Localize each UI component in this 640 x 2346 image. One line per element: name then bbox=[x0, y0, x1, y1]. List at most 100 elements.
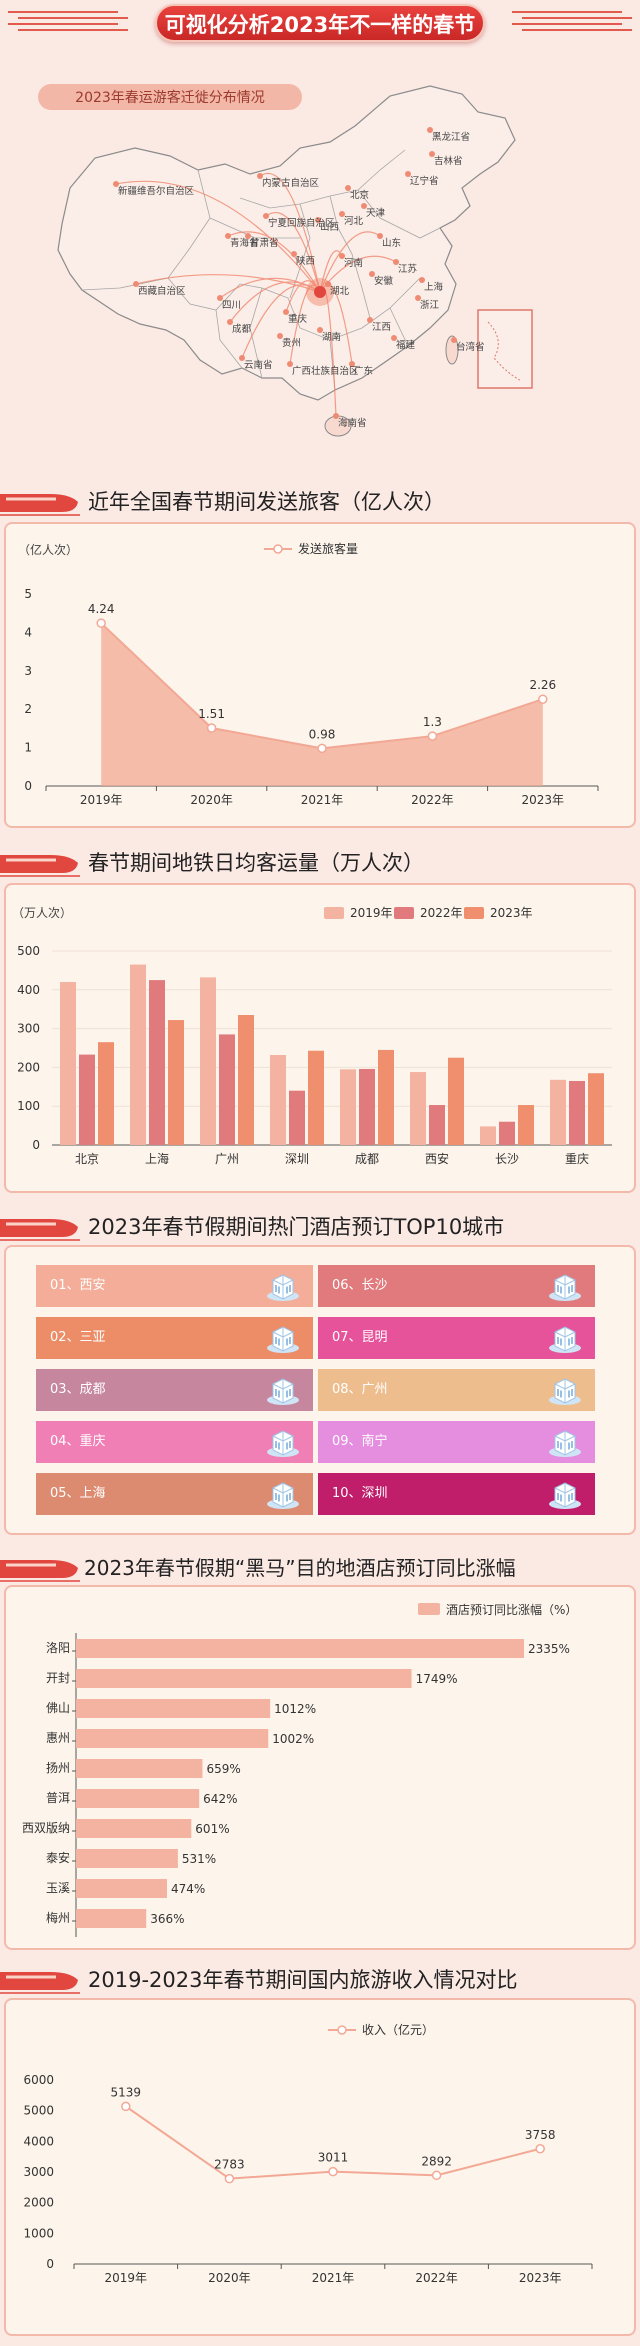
legend-swatch bbox=[418, 1603, 440, 1615]
legend-label: 2019年 bbox=[350, 906, 393, 920]
province-label: 上海 bbox=[424, 281, 444, 293]
x-tick-label: 2023年 bbox=[522, 793, 565, 807]
migration-node bbox=[405, 171, 411, 177]
x-tick-label: 2022年 bbox=[411, 793, 454, 807]
province-label: 辽宁省 bbox=[410, 175, 439, 187]
migration-node bbox=[227, 319, 233, 325]
migration-node bbox=[291, 251, 297, 257]
migration-node bbox=[239, 355, 245, 361]
province-label: 陕西 bbox=[296, 255, 315, 267]
migration-node bbox=[263, 213, 269, 219]
y-tick-label: 佛山 bbox=[46, 1701, 70, 1715]
bar bbox=[98, 1042, 114, 1145]
province-label: 宁夏回族自治区 bbox=[268, 217, 335, 229]
province-label: 浙江 bbox=[420, 299, 440, 311]
metro-chart-card: （万人次） 2019年 2022年 2023年 0 100 200 300 400 500 北京 上海… bbox=[4, 883, 636, 1193]
hotel-rank-label: 09、南宁 bbox=[332, 1434, 388, 1449]
migration-node bbox=[427, 127, 433, 133]
revenue-chart-card: 收入（亿元） 0 1000 2000 3000 4000 5000 6000 2019年 2020… bbox=[4, 1998, 636, 2336]
bar bbox=[289, 1090, 305, 1145]
migration-node bbox=[257, 173, 263, 179]
legend-swatch bbox=[464, 907, 484, 919]
bar bbox=[238, 1015, 254, 1145]
province-label: 广东 bbox=[354, 365, 373, 377]
province-label: 山东 bbox=[382, 237, 401, 249]
section-title-text: 2019-2023年春节期间国内旅游收入情况对比 bbox=[88, 1968, 518, 1992]
y-tick-label: 西双版纳 bbox=[22, 1821, 70, 1835]
migration-node bbox=[333, 413, 339, 419]
y-tick-label: 玉溪 bbox=[46, 1881, 70, 1895]
bar bbox=[569, 1080, 585, 1145]
migration-node bbox=[345, 185, 351, 191]
migration-node bbox=[377, 233, 383, 239]
bar bbox=[499, 1121, 515, 1145]
y-tick-label: 2 bbox=[24, 702, 32, 716]
data-label: 0.98 bbox=[309, 727, 336, 741]
data-point bbox=[328, 2166, 338, 2177]
y-tick-label: 扬州 bbox=[46, 1760, 70, 1775]
province-label: 云南省 bbox=[244, 359, 273, 371]
migration-node bbox=[317, 327, 323, 333]
bar bbox=[410, 1072, 426, 1145]
bar bbox=[588, 1073, 604, 1145]
data-label: 5139 bbox=[111, 2085, 142, 2099]
passengers-chart-card: （亿人次） 发送旅客量 0 1 2 3 4 5 2019年 2020年 2021年 2022年 2023… bbox=[4, 522, 636, 828]
hotel-building-icon bbox=[267, 1378, 299, 1405]
bar bbox=[168, 1020, 184, 1145]
bar bbox=[60, 982, 76, 1145]
bar bbox=[149, 980, 165, 1145]
x-tick-label: 2022年 bbox=[415, 2271, 458, 2285]
migration-node bbox=[349, 361, 355, 367]
hotel-building-icon bbox=[549, 1482, 581, 1509]
data-label: 531% bbox=[182, 1852, 216, 1866]
hotel-building-icon bbox=[549, 1430, 581, 1457]
migration-node bbox=[325, 281, 331, 287]
hotel-top10-card: 01、西安 02、三亚 03、成都 04、重庆 05、上海 06、长沙 07、昆明 08、广州… bbox=[4, 1245, 636, 1535]
province-label: 成都 bbox=[232, 323, 252, 335]
hotel-rank-card: 08、广州 bbox=[318, 1369, 595, 1411]
migration-node bbox=[391, 335, 397, 341]
section-title-metro: 春节期间地铁日均客运量（万人次） bbox=[0, 843, 640, 883]
x-tick-label: 2021年 bbox=[301, 793, 344, 807]
migration-node bbox=[339, 253, 345, 259]
bar bbox=[76, 1699, 271, 1718]
legend-label: 收入（亿元） bbox=[362, 2022, 434, 2037]
x-tick-label: 北京 bbox=[75, 1152, 99, 1166]
hotel-rank-label: 04、重庆 bbox=[50, 1434, 106, 1449]
y-tick-label: 0 bbox=[46, 2257, 54, 2271]
train-icon bbox=[0, 1560, 80, 1582]
hotel-building-icon bbox=[267, 1430, 299, 1457]
migration-flow-line bbox=[265, 211, 321, 293]
y-tick-label: 4000 bbox=[23, 2134, 54, 2148]
migration-node bbox=[361, 203, 367, 209]
bar bbox=[378, 1049, 394, 1145]
migration-node bbox=[245, 233, 251, 239]
x-tick-label: 上海 bbox=[145, 1151, 169, 1166]
x-tick-label: 长沙 bbox=[495, 1152, 519, 1166]
data-point bbox=[96, 618, 106, 628]
x-tick-label: 2021年 bbox=[312, 2271, 355, 2285]
section-title-revenue: 2019-2023年春节期间国内旅游收入情况对比 bbox=[0, 1960, 640, 2000]
bar bbox=[76, 1669, 412, 1688]
legend-label: 2023年 bbox=[490, 906, 533, 920]
hotel-rank-card: 05、上海 bbox=[36, 1473, 313, 1515]
y-tick-label: 200 bbox=[17, 1060, 40, 1074]
province-label: 山西 bbox=[320, 222, 339, 233]
hotel-rank-label: 03、成都 bbox=[50, 1382, 106, 1397]
hotel-rank-label: 06、长沙 bbox=[332, 1278, 388, 1293]
y-tick-label: 400 bbox=[17, 983, 40, 997]
hotel-rank-card: 01、西安 bbox=[36, 1265, 313, 1307]
data-point bbox=[224, 2173, 235, 2184]
bar bbox=[219, 1034, 235, 1145]
province-label: 江苏 bbox=[398, 263, 418, 275]
hotel-rank-card: 02、三亚 bbox=[36, 1317, 313, 1359]
bar bbox=[308, 1050, 324, 1145]
data-label: 366% bbox=[150, 1912, 184, 1926]
x-tick-label: 重庆 bbox=[565, 1152, 589, 1166]
y-tick-label: 500 bbox=[17, 944, 40, 958]
data-point bbox=[317, 743, 327, 754]
section-title-darkhorse: 2023年春节假期“黑马”目的地酒店预订同比涨幅 bbox=[0, 1548, 640, 1588]
migration-flows bbox=[115, 172, 397, 417]
province-label: 贵州 bbox=[282, 337, 301, 349]
migration-node bbox=[367, 317, 373, 323]
